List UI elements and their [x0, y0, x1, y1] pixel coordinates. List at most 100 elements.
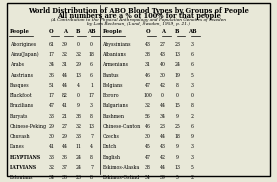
Text: 41: 41	[48, 144, 54, 149]
Text: 3: 3	[90, 103, 93, 108]
Text: Austrians: Austrians	[10, 73, 33, 78]
Text: Bushmen: Bushmen	[102, 114, 124, 119]
Text: 44: 44	[160, 134, 166, 139]
Text: 3: 3	[191, 144, 194, 149]
Text: Blackfoot: Blackfoot	[10, 93, 32, 98]
Text: 13: 13	[75, 73, 81, 78]
Text: 5: 5	[176, 175, 179, 180]
Text: 33: 33	[75, 134, 81, 139]
Text: 17: 17	[48, 52, 54, 57]
Text: 33: 33	[48, 155, 54, 160]
Text: 13: 13	[174, 52, 180, 57]
Text: 13: 13	[89, 124, 95, 129]
Text: Belgians: Belgians	[102, 83, 123, 88]
Text: 61: 61	[48, 42, 54, 47]
Text: Chinese-Canton: Chinese-Canton	[102, 124, 140, 129]
Text: 8: 8	[90, 114, 93, 119]
Text: 54: 54	[145, 175, 151, 180]
Text: 30: 30	[160, 73, 166, 78]
Text: Danes: Danes	[10, 144, 25, 149]
Text: A: A	[161, 29, 165, 34]
Text: 32: 32	[75, 52, 81, 57]
Text: 45: 45	[145, 144, 151, 149]
Text: Aborigines: Aborigines	[10, 42, 36, 47]
Text: World Distribution of ABO Blood Types by Groups of People: World Distribution of ABO Blood Types by…	[28, 7, 249, 15]
Text: 44: 44	[160, 165, 166, 170]
Text: Chuvash: Chuvash	[10, 134, 30, 139]
Text: 18: 18	[89, 52, 94, 57]
Text: 9: 9	[77, 103, 79, 108]
Text: 2: 2	[191, 175, 194, 180]
Text: 41: 41	[62, 103, 68, 108]
Text: 6: 6	[191, 52, 194, 57]
Text: 5: 5	[191, 73, 194, 78]
Text: 6: 6	[191, 62, 194, 68]
Text: 17: 17	[89, 93, 95, 98]
Text: 13: 13	[174, 165, 180, 170]
Text: 34: 34	[48, 175, 54, 180]
Text: 0: 0	[77, 93, 79, 98]
Text: Basques: Basques	[10, 83, 29, 88]
Text: 30: 30	[48, 134, 54, 139]
Text: 0: 0	[191, 93, 194, 98]
Text: 24: 24	[174, 62, 180, 68]
Text: People: People	[102, 29, 122, 34]
Text: 6: 6	[90, 73, 93, 78]
Text: 34: 34	[160, 114, 166, 119]
Text: 8: 8	[90, 175, 93, 180]
Text: 0: 0	[77, 42, 79, 47]
FancyBboxPatch shape	[7, 3, 270, 176]
Text: 43: 43	[160, 52, 166, 57]
Text: 40: 40	[160, 62, 166, 68]
Text: 23: 23	[160, 124, 166, 129]
Text: 34: 34	[48, 62, 54, 68]
Text: 9: 9	[191, 134, 194, 139]
Text: 3: 3	[191, 83, 194, 88]
Text: Armenians: Armenians	[102, 62, 128, 68]
Text: 29: 29	[48, 124, 54, 129]
Text: 3: 3	[191, 155, 194, 160]
Text: 18: 18	[175, 134, 180, 139]
Text: 42: 42	[160, 83, 166, 88]
Text: 4: 4	[77, 83, 80, 88]
Text: Bantus: Bantus	[102, 73, 119, 78]
Text: Dutch: Dutch	[102, 144, 117, 149]
Text: 42: 42	[160, 155, 166, 160]
Text: Albanians: Albanians	[102, 52, 126, 57]
Text: 47: 47	[145, 83, 151, 88]
Text: Bulgarians: Bulgarians	[102, 103, 128, 108]
Text: 5: 5	[191, 165, 194, 170]
Text: 19: 19	[175, 73, 180, 78]
Text: Brazilians: Brazilians	[10, 103, 34, 108]
Text: 6: 6	[90, 62, 93, 68]
Text: 43: 43	[160, 144, 166, 149]
Text: 8: 8	[191, 103, 194, 108]
Text: People: People	[10, 29, 30, 34]
Text: Abyssinians: Abyssinians	[102, 42, 131, 47]
Text: A: A	[63, 29, 67, 34]
Text: 39: 39	[160, 175, 166, 180]
Text: Ainu(Japan): Ainu(Japan)	[10, 52, 39, 58]
Text: 21: 21	[62, 114, 68, 119]
Text: Estonians: Estonians	[10, 175, 33, 180]
Text: 0: 0	[90, 42, 93, 47]
Text: 36: 36	[62, 175, 68, 180]
Text: 15: 15	[175, 103, 180, 108]
Text: 46: 46	[145, 124, 151, 129]
Text: 33: 33	[48, 114, 54, 119]
Text: 24: 24	[75, 155, 81, 160]
Text: LATVIANS: LATVIANS	[10, 165, 37, 170]
Text: 17: 17	[48, 93, 54, 98]
Text: 2: 2	[191, 114, 194, 119]
Text: Chinese-Peking: Chinese-Peking	[10, 124, 47, 129]
Text: 32: 32	[145, 103, 151, 108]
Text: 44: 44	[62, 83, 68, 88]
Text: 44: 44	[160, 103, 166, 108]
Text: B: B	[175, 29, 179, 34]
Text: 51: 51	[48, 83, 54, 88]
Text: 38: 38	[145, 52, 151, 57]
Text: O: O	[49, 29, 54, 34]
Text: 4: 4	[90, 144, 93, 149]
Text: 7: 7	[90, 165, 93, 170]
Text: 11: 11	[75, 144, 81, 149]
